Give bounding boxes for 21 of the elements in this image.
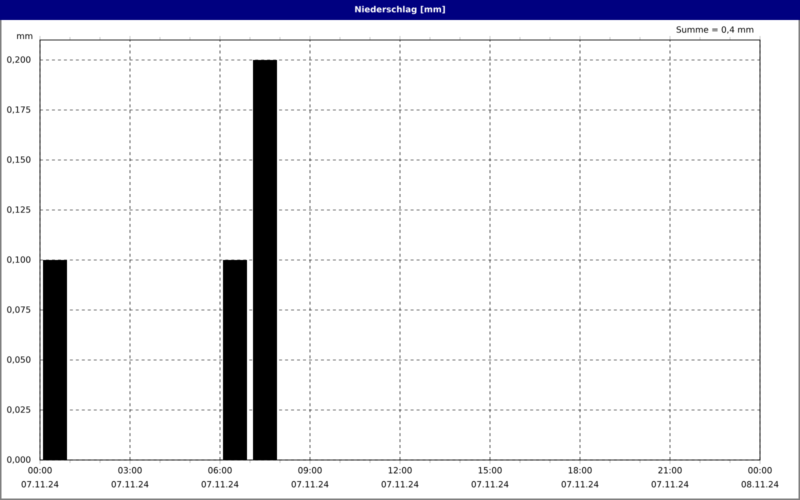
y-tick-label: 0,200 [7, 56, 30, 64]
y-tick-label: 0,075 [7, 306, 30, 314]
y-tick-label: 0,025 [7, 406, 30, 414]
x-tick-label: 00:00 08.11.24 [742, 467, 778, 488]
x-tick-label: 21:00 07.11.24 [652, 467, 688, 488]
y-axis-title: mm [17, 34, 32, 39]
y-tick-label: 0,050 [7, 356, 30, 364]
x-tick-label: 12:00 07.11.24 [382, 467, 418, 488]
x-tick-label: 03:00 07.11.24 [112, 467, 148, 488]
x-tick-label: 06:00 07.11.24 [202, 467, 238, 488]
y-tick-label: 0,150 [7, 156, 30, 164]
x-tick-label: 00:00 07.11.24 [22, 467, 58, 488]
x-tick-label: 09:00 07.11.24 [292, 467, 328, 488]
x-tick-label: 18:00 07.11.24 [562, 467, 598, 488]
x-tick-label: 15:00 07.11.24 [472, 467, 508, 488]
y-tick-label: 0,100 [7, 256, 30, 264]
text: Summe = 0,4 mm [676, 26, 754, 34]
y-tick-label: 0,175 [7, 106, 30, 114]
chart-title: Niederschlag [mm] [355, 6, 445, 14]
y-tick-label: 0,125 [7, 206, 30, 214]
y-tick-label: 0,000 [7, 456, 30, 464]
